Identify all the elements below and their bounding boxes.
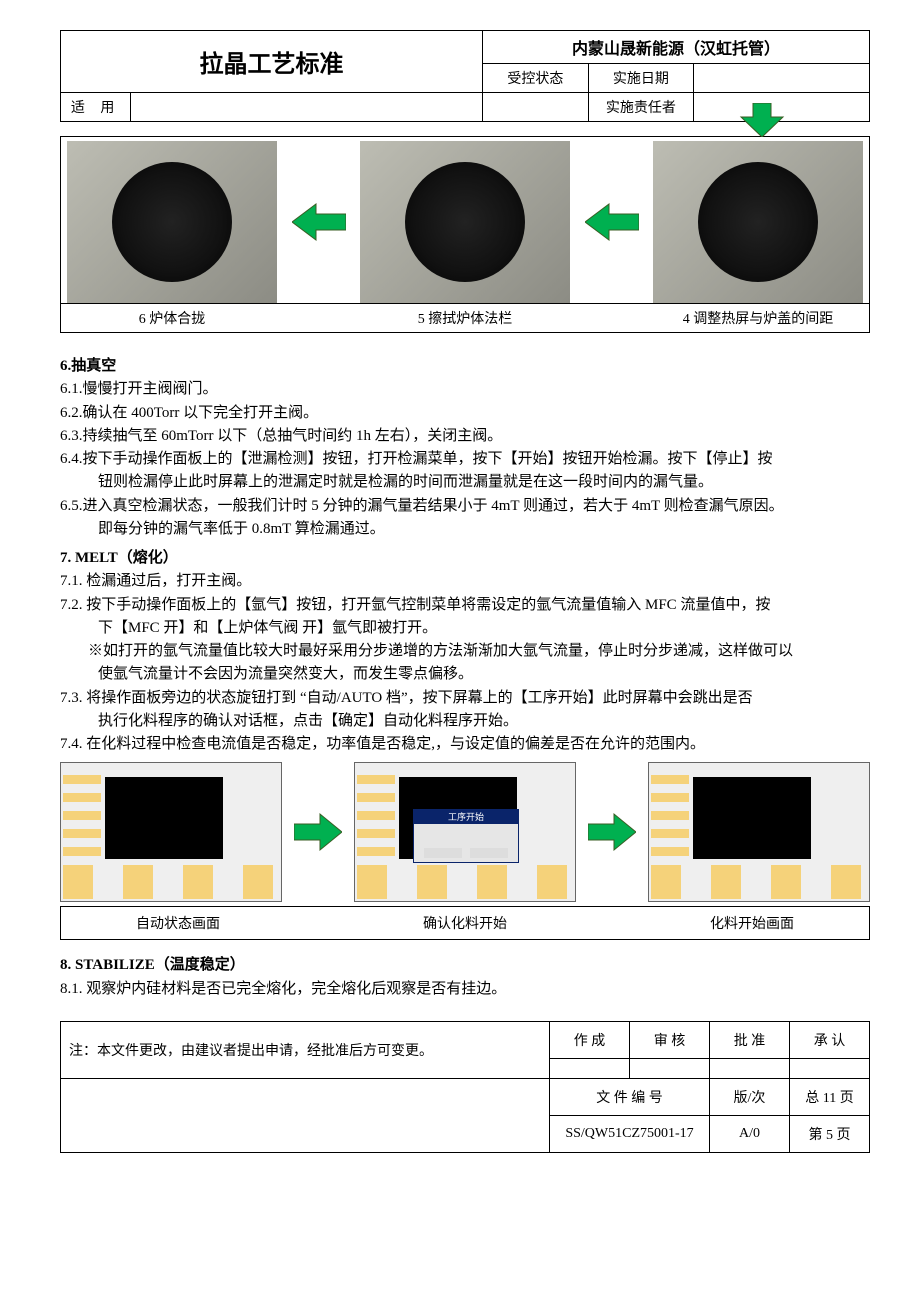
footer-confirm: 承 认 [790, 1021, 870, 1058]
screenshot-melt-start: FerroTec [648, 762, 870, 902]
photo-captions: 6 炉体合拢 5 擦拭炉体法栏 4 调整热屏与炉盖的间距 [60, 304, 870, 333]
screen-cap-2: 确认化料开始 [354, 913, 576, 933]
body-text: 6.抽真空 6.1.慢慢打开主阀阀门。 6.2.确认在 400Torr 以下完全… [60, 355, 870, 756]
footer-approve: 批 准 [710, 1021, 790, 1058]
photo-caption-5: 5 擦拭炉体法栏 [360, 308, 570, 328]
sec7-3a: 7.3. 将操作面板旁边的状态旋钮打到 “自动/AUTO 档”，按下屏幕上的【工… [60, 687, 870, 710]
impl-date-label: 实施日期 [588, 64, 694, 93]
apply-value [131, 93, 483, 122]
ctrl-status-label: 受控状态 [483, 64, 589, 93]
arrow-right-icon [588, 812, 636, 852]
sec6-5b: 即每分钟的漏气率低于 0.8mT 算检漏通过。 [60, 518, 870, 541]
ctrl-status-value [483, 93, 589, 122]
screenshot-confirm-melt: FerroTec 工序开始 [354, 762, 576, 902]
sec6-3: 6.3.持续抽气至 60mTorr 以下（总抽气时间约 1h 左右），关闭主阀。 [60, 425, 870, 448]
sec7-3b: 执行化料程序的确认对话框，点击【确定】自动化料程序开始。 [60, 710, 870, 733]
sec7-note2: 使氩气流量计不会因为流量突然变大，而发生零点偏移。 [60, 663, 870, 686]
impl-date-value [694, 64, 870, 93]
sec6-4a: 6.4.按下手动操作面板上的【泄漏检测】按钮，打开检漏菜单，按下【开始】按钮开始… [60, 448, 870, 471]
sec6-5a: 6.5.进入真空检漏状态，一般我们计时 5 分钟的漏气量若结果小于 4mT 则通… [60, 495, 870, 518]
sec6-4b: 钮则检漏停止此时屏幕上的泄漏定时就是检漏的时间而泄漏量就是在这一段时间内的漏气量… [60, 471, 870, 494]
sec6-1: 6.1.慢慢打开主阀阀门。 [60, 378, 870, 401]
arrow-left-icon [292, 202, 346, 242]
arrow-left-icon [585, 202, 639, 242]
screen-cap-3: 化料开始画面 [641, 913, 863, 933]
sec7-2a: 7.2. 按下手动操作面板上的【氩气】按钮，打开氩气控制菜单将需设定的氩气流量值… [60, 594, 870, 617]
footer-review: 审 核 [630, 1021, 710, 1058]
total-pages: 总 11 页 [790, 1078, 870, 1115]
arrow-down-icon [735, 103, 789, 137]
photo-6 [67, 141, 277, 303]
company-name: 内蒙山晟新能源（汉虹托管） [483, 31, 870, 64]
sec7-4: 7.4. 在化料过程中检查电流值是否稳定，功率值是否稳定,，与设定值的偏差是否在… [60, 733, 870, 756]
version: A/0 [710, 1115, 790, 1152]
screenshot-captions: 自动状态画面 确认化料开始 化料开始画面 [60, 906, 870, 940]
screen-cap-1: 自动状态画面 [67, 913, 289, 933]
responsible-label: 实施责任者 [588, 93, 694, 122]
doc-no-label: 文 件 编 号 [550, 1078, 710, 1115]
sec7-2b: 下【MFC 开】和【上炉体气阀 开】氩气即被打开。 [60, 617, 870, 640]
screenshot-auto-state: FerroTec [60, 762, 282, 902]
ver-label: 版/次 [710, 1078, 790, 1115]
photo-caption-6: 6 炉体合拢 [67, 308, 277, 328]
footer-note: 注：本文件更改，由建议者提出申请，经批准后方可变更。 [61, 1021, 550, 1078]
screenshot-row: FerroTec FerroTec 工序开始 FerroTec [60, 762, 870, 902]
body-text-2: 8. STABILIZE（温度稳定） 8.1. 观察炉内硅材料是否已完全熔化，完… [60, 954, 870, 1001]
doc-no: SS/QW51CZ75001-17 [550, 1115, 710, 1152]
page-no: 第 5 页 [790, 1115, 870, 1152]
footer-table: 注：本文件更改，由建议者提出申请，经批准后方可变更。 作 成 审 核 批 准 承… [60, 1021, 870, 1153]
section-8-title: 8. STABILIZE（温度稳定） [60, 954, 870, 977]
sec8-1: 8.1. 观察炉内硅材料是否已完全熔化，完全熔化后观察是否有挂边。 [60, 978, 870, 1001]
photo-4 [653, 141, 863, 303]
section-7-title: 7. MELT（熔化） [60, 547, 870, 570]
arrow-right-icon [294, 812, 342, 852]
dialog-title: 工序开始 [414, 810, 518, 824]
photo-row [60, 136, 870, 304]
photo-caption-4: 4 调整热屏与炉盖的间距 [653, 308, 863, 328]
apply-label: 适 用 [61, 93, 131, 122]
dialog-box: 工序开始 [413, 809, 519, 863]
section-6-title: 6.抽真空 [60, 355, 870, 378]
sec7-note1: ※如打开的氩气流量值比较大时最好采用分步递增的方法渐渐加大氩气流量，停止时分步递… [60, 640, 870, 663]
footer-made: 作 成 [550, 1021, 630, 1058]
sec7-1: 7.1. 检漏通过后，打开主阀。 [60, 570, 870, 593]
sec6-2: 6.2.确认在 400Torr 以下完全打开主阀。 [60, 402, 870, 425]
doc-title: 拉晶工艺标准 [61, 31, 483, 93]
photo-5 [360, 141, 570, 303]
